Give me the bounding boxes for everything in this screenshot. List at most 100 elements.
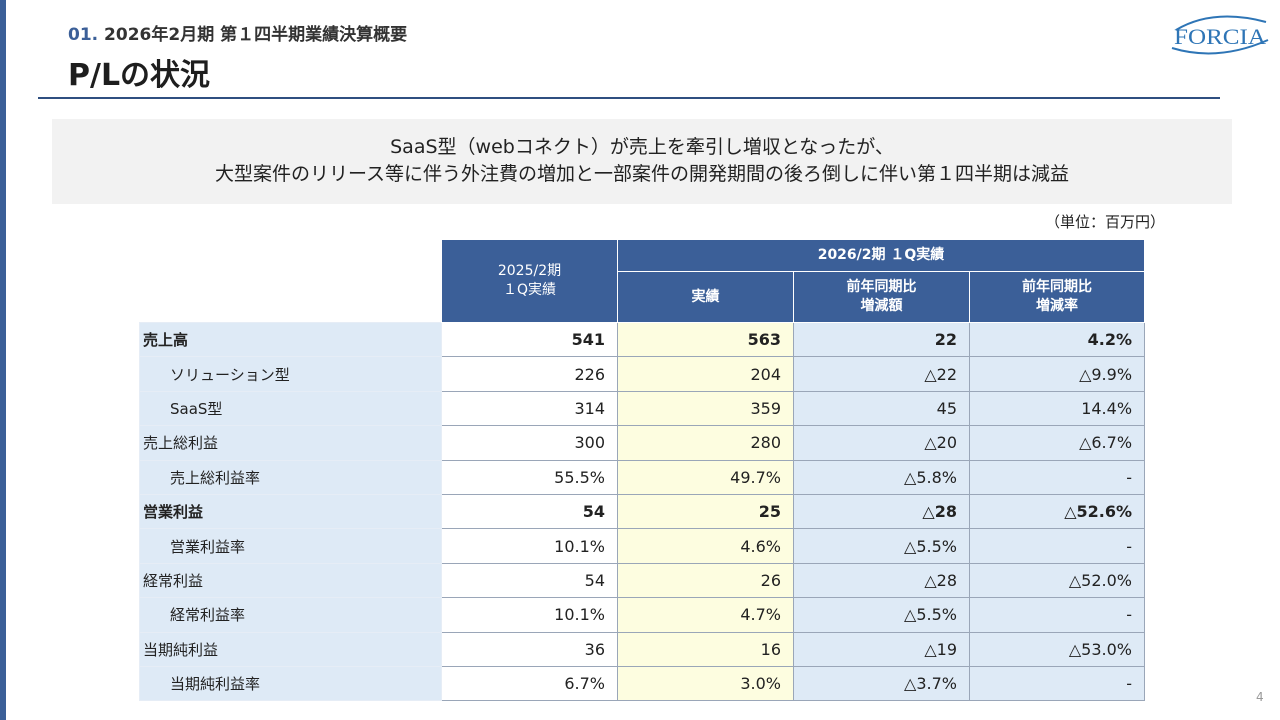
rate-value: △52.6%: [970, 494, 1145, 528]
row-label: 経常利益: [140, 563, 442, 597]
current-value: 204: [618, 357, 794, 391]
header-rate-line1: 前年同期比: [970, 278, 1144, 297]
table-row-net-margin: 当期純利益率 6.7% 3.0% △3.7% -: [140, 666, 1145, 700]
table-row-sales: 売上高 541 563 22 4.2%: [140, 323, 1145, 357]
header-rate: 前年同期比 増減率: [970, 272, 1145, 323]
rate-value: -: [970, 460, 1145, 494]
rate-value: △6.7%: [970, 426, 1145, 460]
row-label: 営業利益: [140, 494, 442, 528]
header-current-period: 2026/2期 １Q実績: [618, 240, 1145, 272]
diff-value: △5.5%: [794, 529, 970, 563]
table-row-ordinary-margin: 経常利益率 10.1% 4.7% △5.5% -: [140, 598, 1145, 632]
diff-value: 22: [794, 323, 970, 357]
row-label-text: 経常利益: [140, 572, 203, 590]
row-label-text: 当期純利益: [140, 641, 218, 659]
diff-value: △5.5%: [794, 598, 970, 632]
row-label: 当期純利益率: [140, 666, 442, 700]
table-corner: [140, 240, 442, 323]
prev-value: 300: [442, 426, 618, 460]
row-label: 当期純利益: [140, 632, 442, 666]
summary-line-2: 大型案件のリリース等に伴う外注費の増加と一部案件の開発期間の後ろ倒しに伴い第１四…: [52, 161, 1232, 188]
row-label-text: ソリューション型: [140, 366, 290, 384]
header-prev-line1: 2025/2期: [442, 262, 617, 281]
rate-value: △52.0%: [970, 563, 1145, 597]
section-number: 01.: [68, 25, 98, 45]
pl-table: 2025/2期 １Q実績 2026/2期 １Q実績 実績 前年同期比 増減額 前…: [139, 239, 1145, 701]
current-value: 4.7%: [618, 598, 794, 632]
row-label-text: 売上総利益: [140, 434, 218, 452]
current-value: 4.6%: [618, 529, 794, 563]
table-row-gross-margin: 売上総利益率 55.5% 49.7% △5.8% -: [140, 460, 1145, 494]
table-row-ordinary-profit: 経常利益 54 26 △28 △52.0%: [140, 563, 1145, 597]
header-prev-period: 2025/2期 １Q実績: [442, 240, 618, 323]
prev-value: 10.1%: [442, 598, 618, 632]
diff-value: △19: [794, 632, 970, 666]
prev-value: 54: [442, 494, 618, 528]
rate-value: -: [970, 529, 1145, 563]
table-row-operating-margin: 営業利益率 10.1% 4.6% △5.5% -: [140, 529, 1145, 563]
prev-value: 314: [442, 391, 618, 425]
row-label-text: SaaS型: [140, 400, 222, 418]
current-value: 3.0%: [618, 666, 794, 700]
title-divider: [38, 97, 1220, 99]
rate-value: 4.2%: [970, 323, 1145, 357]
prev-value: 226: [442, 357, 618, 391]
current-value: 16: [618, 632, 794, 666]
summary-box: SaaS型（webコネクト）が売上を牽引し増収となったが、 大型案件のリリース等…: [52, 119, 1232, 204]
diff-value: 45: [794, 391, 970, 425]
diff-value: △3.7%: [794, 666, 970, 700]
current-value: 25: [618, 494, 794, 528]
header-prev-line2: １Q実績: [442, 281, 617, 300]
row-label: 経常利益率: [140, 598, 442, 632]
diff-value: △28: [794, 563, 970, 597]
table-row-operating-profit: 営業利益 54 25 △28 △52.6%: [140, 494, 1145, 528]
header-diff-line1: 前年同期比: [794, 278, 969, 297]
forcia-logo: FORCIA: [1168, 10, 1272, 56]
current-value: 26: [618, 563, 794, 597]
page-title: P/Lの状況: [68, 50, 210, 94]
row-label-text: 売上総利益率: [140, 469, 260, 487]
row-label-text: 営業利益: [140, 503, 203, 521]
table-row-solution: ソリューション型 226 204 △22 △9.9%: [140, 357, 1145, 391]
header-diff-line2: 増減額: [794, 297, 969, 316]
prev-value: 36: [442, 632, 618, 666]
current-value: 563: [618, 323, 794, 357]
diff-value: △22: [794, 357, 970, 391]
header-diff: 前年同期比 増減額: [794, 272, 970, 323]
logo-text: FORCIA: [1174, 24, 1266, 49]
rate-value: -: [970, 666, 1145, 700]
prev-value: 541: [442, 323, 618, 357]
header-actual: 実績: [618, 272, 794, 323]
table-row-gross-profit: 売上総利益 300 280 △20 △6.7%: [140, 426, 1145, 460]
section-label: 01. 2026年2月期 第１四半期業績決算概要: [68, 20, 407, 45]
row-label-text: 当期純利益率: [140, 675, 260, 693]
prev-value: 54: [442, 563, 618, 597]
row-label: SaaS型: [140, 391, 442, 425]
prev-value: 6.7%: [442, 666, 618, 700]
table-row-net-income: 当期純利益 36 16 △19 △53.0%: [140, 632, 1145, 666]
row-label: 営業利益率: [140, 529, 442, 563]
current-value: 280: [618, 426, 794, 460]
rate-value: △53.0%: [970, 632, 1145, 666]
current-value: 49.7%: [618, 460, 794, 494]
diff-value: △5.8%: [794, 460, 970, 494]
rate-value: △9.9%: [970, 357, 1145, 391]
diff-value: △20: [794, 426, 970, 460]
row-label: 売上総利益率: [140, 460, 442, 494]
diff-value: △28: [794, 494, 970, 528]
header-rate-line2: 増減率: [970, 297, 1144, 316]
prev-value: 55.5%: [442, 460, 618, 494]
row-label-text: 経常利益率: [140, 606, 245, 624]
prev-value: 10.1%: [442, 529, 618, 563]
table-row-saas: SaaS型 314 359 45 14.4%: [140, 391, 1145, 425]
row-label: ソリューション型: [140, 357, 442, 391]
section-title: 2026年2月期 第１四半期業績決算概要: [104, 25, 407, 45]
row-label-text: 営業利益率: [140, 538, 245, 556]
left-accent-bar: [0, 0, 6, 720]
rate-value: 14.4%: [970, 391, 1145, 425]
page-number: 4: [1256, 690, 1264, 704]
rate-value: -: [970, 598, 1145, 632]
current-value: 359: [618, 391, 794, 425]
summary-line-1: SaaS型（webコネクト）が売上を牽引し増収となったが、: [52, 134, 1232, 161]
row-label-text: 売上高: [140, 331, 188, 349]
